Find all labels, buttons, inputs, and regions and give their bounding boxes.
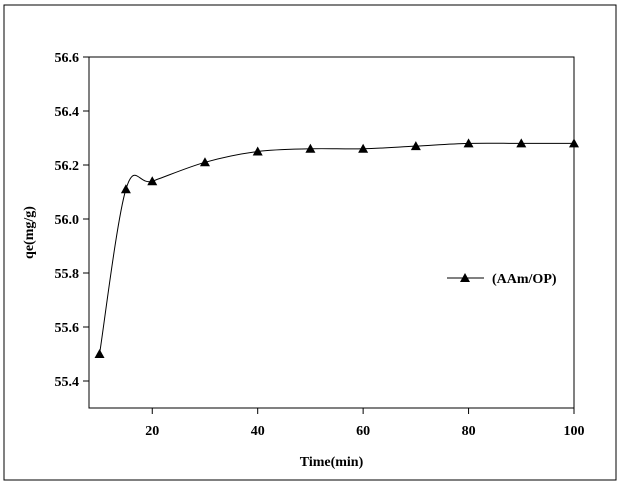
x-tick-label: 20 [145,424,159,439]
data-point [463,138,474,148]
x-tick-label: 60 [356,424,370,439]
outer-frame [3,4,617,481]
legend: (AAm/OP) [447,272,557,287]
legend-marker [460,273,470,282]
data-point [252,146,263,156]
y-tick-label: 55.4 [55,375,80,390]
series-markers [94,138,579,358]
x-axis: 20 40 60 80 100 [145,408,585,439]
data-point [410,141,421,151]
legend-label: (AAm/OP) [492,272,557,287]
data-point [120,184,131,194]
x-tick-label: 40 [251,424,265,439]
data-point [199,157,210,167]
y-tick-label: 56.4 [55,105,80,120]
data-point [147,176,158,186]
y-tick-label: 55.8 [55,267,80,282]
x-tick-label: 100 [564,424,585,439]
data-point [516,138,527,148]
y-tick-label: 56.2 [55,159,80,174]
data-point [358,143,369,153]
data-point [569,138,579,148]
y-tick-label: 55.6 [55,321,80,336]
data-point [305,143,316,153]
y-axis: 55.4 55.6 55.8 56.0 56.2 56.4 56.6 [55,51,89,390]
y-tick-label: 56.0 [55,213,80,228]
y-axis-title: qe(mg/g) [22,206,37,259]
plot-area [88,56,575,409]
series-line [99,142,574,355]
data-point [94,349,105,358]
x-axis-title: Time(min) [300,455,364,470]
y-tick-label: 56.6 [55,51,80,66]
x-tick-label: 80 [462,424,476,439]
